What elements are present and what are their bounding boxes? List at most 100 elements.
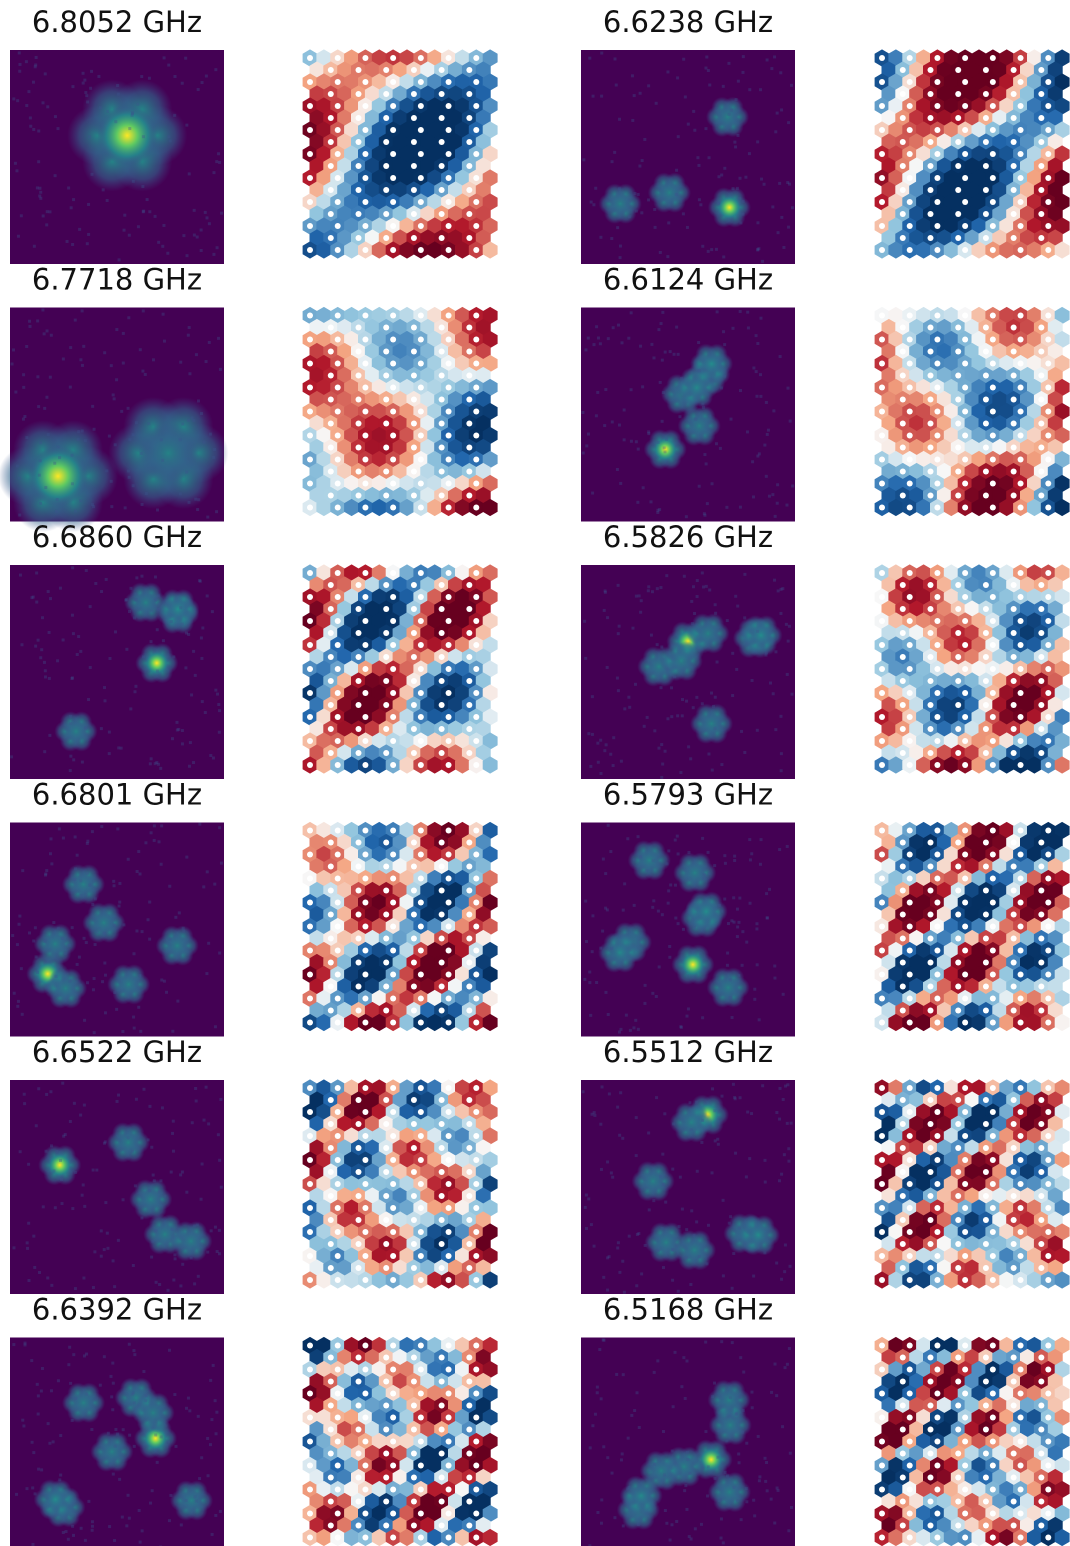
noise	[651, 905, 655, 909]
lattice-site	[916, 354, 931, 373]
noise	[56, 127, 60, 131]
noise	[732, 920, 736, 924]
noise	[42, 660, 46, 664]
noise	[755, 728, 759, 732]
noise	[175, 728, 179, 732]
lattice-site	[420, 366, 436, 385]
lattice-hole	[334, 923, 341, 930]
lattice-hole	[466, 1193, 473, 1199]
noise	[584, 939, 588, 943]
lattice-hole	[989, 408, 996, 415]
lattice-site	[364, 366, 380, 385]
noise	[683, 95, 687, 99]
lattice-hole	[466, 702, 473, 708]
lattice-site	[999, 498, 1015, 517]
lattice-hole	[307, 570, 313, 576]
lattice-hole	[934, 55, 941, 61]
lattice-hole	[438, 235, 445, 241]
intensity-peak	[693, 898, 720, 925]
noise	[45, 329, 49, 333]
lattice-site	[999, 121, 1015, 139]
lattice-hole	[438, 839, 445, 846]
noise	[105, 198, 109, 202]
lattice-hole	[934, 79, 941, 85]
lattice-hole	[1010, 492, 1017, 499]
lattice-hole	[1045, 827, 1052, 834]
lattice-hole	[307, 336, 313, 343]
lattice-hole	[934, 899, 941, 906]
lattice-hole	[307, 762, 313, 768]
lattice-hole	[355, 959, 362, 966]
noise	[647, 430, 651, 434]
noise	[91, 902, 95, 906]
lattice-hole	[899, 1121, 906, 1127]
noise	[658, 380, 662, 384]
lattice-hole	[383, 839, 390, 846]
noise	[617, 423, 621, 427]
noise	[192, 649, 196, 653]
noise	[84, 726, 88, 730]
lattice-site	[448, 133, 463, 151]
lattice-hole	[955, 839, 962, 846]
noise	[694, 417, 698, 421]
intensity-peak	[143, 650, 170, 677]
noise	[679, 771, 683, 775]
noise	[723, 343, 727, 347]
lattice-hole	[334, 947, 341, 954]
lattice-hole	[927, 839, 934, 846]
noise	[90, 172, 94, 176]
lattice-hole	[962, 570, 969, 576]
lattice-site	[455, 121, 470, 139]
lattice-site	[999, 217, 1015, 235]
noise	[650, 342, 654, 346]
noise	[133, 1184, 137, 1188]
noise	[704, 462, 708, 466]
lattice-hole	[390, 336, 397, 343]
lattice-hole	[1010, 396, 1017, 403]
noise	[704, 66, 708, 70]
noise	[217, 730, 221, 734]
noise	[18, 513, 22, 517]
lattice-hole	[879, 1253, 885, 1259]
lattice-site	[888, 217, 904, 235]
lattice-hole	[362, 947, 369, 954]
lattice-hole	[879, 432, 885, 439]
lattice-hole	[466, 444, 473, 451]
lattice-site	[309, 366, 325, 385]
noise	[133, 690, 137, 694]
lattice-hole	[362, 223, 369, 229]
lattice-hole	[445, 642, 452, 648]
lattice-site	[448, 85, 463, 103]
lattice-hole	[334, 594, 341, 600]
lattice-site	[371, 378, 387, 397]
noise	[16, 234, 20, 238]
lattice-site	[420, 486, 436, 505]
lattice-hole	[1045, 408, 1052, 415]
noise	[115, 378, 119, 382]
lattice-hole	[879, 618, 885, 624]
lattice-site	[999, 306, 1015, 325]
lattice-site	[364, 109, 380, 127]
lattice-site	[420, 229, 436, 247]
noise	[661, 1152, 665, 1156]
noise	[773, 514, 777, 518]
noise	[701, 1016, 705, 1020]
lattice-hole	[383, 163, 390, 169]
lattice-hole	[383, 654, 390, 660]
lattice-site	[1027, 450, 1042, 469]
lattice-hole	[899, 187, 906, 193]
noise	[146, 918, 150, 922]
noise	[713, 1139, 717, 1143]
lattice-hole	[473, 408, 480, 415]
lattice-hole	[327, 324, 334, 331]
lattice-site	[1020, 414, 1035, 433]
noise	[633, 192, 637, 196]
lattice-hole	[445, 151, 452, 157]
lattice-hole	[362, 127, 369, 133]
lattice-site	[475, 157, 491, 175]
noise	[636, 447, 640, 451]
lattice-hole	[989, 1019, 996, 1026]
noise	[29, 124, 33, 128]
lattice-hole	[327, 211, 334, 217]
lattice-hole	[410, 115, 417, 121]
